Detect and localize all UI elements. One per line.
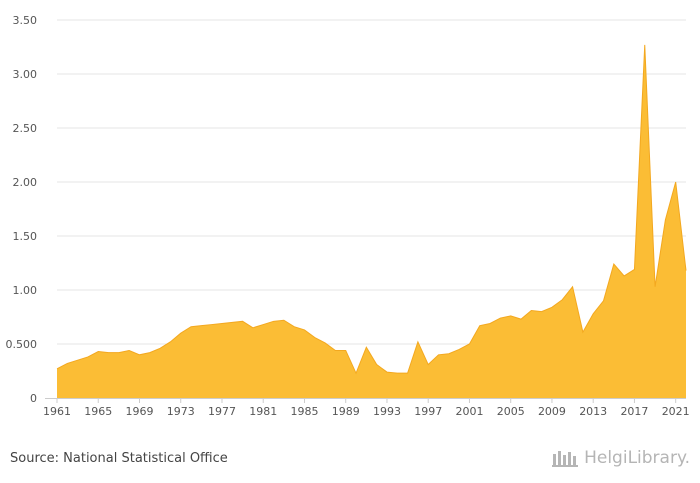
x-tick-label: 1977 <box>208 405 236 418</box>
data-area <box>56 44 687 399</box>
area-series-line <box>56 44 687 375</box>
y-tick-label: 1.00 <box>13 284 38 297</box>
x-tick-label: 2009 <box>538 405 566 418</box>
x-tick-label: 2017 <box>620 405 648 418</box>
x-tick-label: 1969 <box>125 405 153 418</box>
x-tick-label: 2005 <box>497 405 525 418</box>
x-tick-label: 1985 <box>290 405 318 418</box>
x-tick-label: 1973 <box>167 405 195 418</box>
library-icon <box>552 451 579 467</box>
x-tick-label: 1965 <box>84 405 112 418</box>
x-tick-label: 1981 <box>249 405 277 418</box>
y-tick-label: 3.00 <box>13 68 38 81</box>
y-tick-label: 0.500 <box>6 338 38 351</box>
grid-lines <box>57 19 686 345</box>
brand-logo[interactable]: HelgiLibrary. <box>552 448 690 468</box>
x-tick-label: 1993 <box>373 405 401 418</box>
x-tick-label: 2013 <box>579 405 607 418</box>
x-tick-label: 1997 <box>414 405 442 418</box>
x-tick-label: 1989 <box>332 405 360 418</box>
x-tick-label: 1961 <box>43 405 71 418</box>
brand-name: HelgiLibrary. <box>584 448 690 468</box>
source-label: Source: National Statistical Office <box>10 451 228 466</box>
y-tick-label: 3.50 <box>13 14 38 27</box>
x-tick-label: 2021 <box>662 405 690 418</box>
y-tick-label: 2.00 <box>13 176 38 189</box>
area-series <box>57 44 686 399</box>
y-tick-label: 2.50 <box>13 122 38 135</box>
y-tick-label: 0 <box>30 392 37 405</box>
x-tick-label: 2001 <box>455 405 483 418</box>
y-axis-ticks: 0 0.500 1.00 1.50 2.00 2.50 3.00 3.50 <box>6 14 38 405</box>
y-tick-label: 1.50 <box>13 230 38 243</box>
x-axis-ticks: 1961 1965 1969 1973 1977 1981 1985 1989 1993 1997… <box>43 398 690 418</box>
